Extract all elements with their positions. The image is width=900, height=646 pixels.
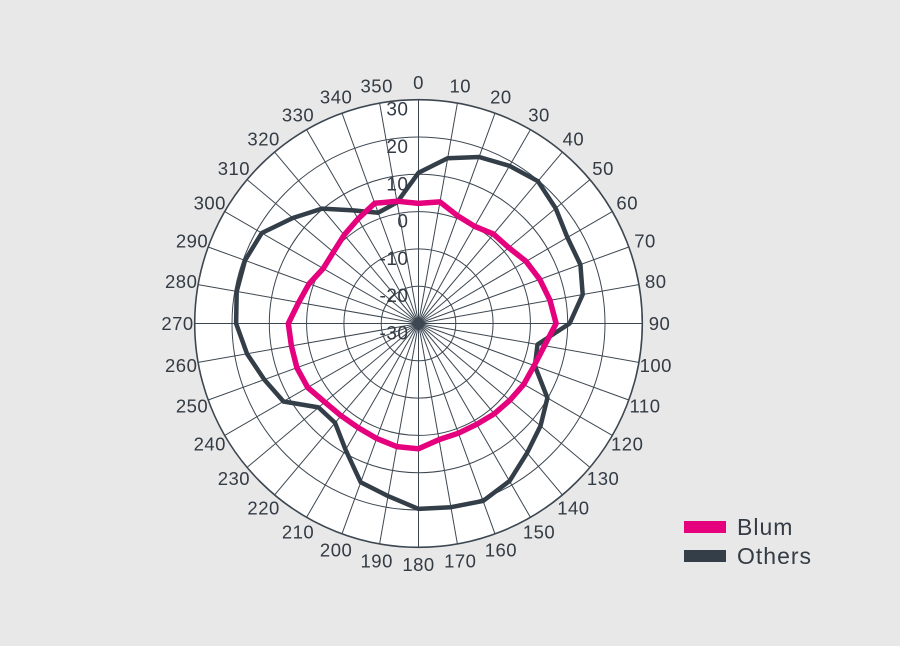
angle-label: 130 — [587, 468, 619, 489]
grid-spoke — [306, 129, 419, 324]
grid-spoke — [418, 323, 613, 436]
grid-spoke — [418, 284, 639, 324]
angle-label: 330 — [282, 104, 314, 125]
angle-label: 250 — [176, 395, 208, 416]
grid-spoke — [418, 323, 563, 496]
angle-label: 270 — [161, 313, 193, 334]
angle-label: 30 — [528, 104, 550, 125]
angle-label: 350 — [361, 76, 393, 97]
angle-label: 170 — [444, 550, 476, 571]
angle-label: 230 — [218, 468, 250, 489]
angle-label: 280 — [165, 271, 197, 292]
grid-spoke — [418, 179, 591, 324]
legend-swatch-blum — [684, 521, 726, 533]
grid-spoke — [418, 103, 458, 324]
angle-label: 20 — [490, 87, 512, 108]
grid-spoke — [341, 323, 419, 534]
grid-spoke — [246, 323, 419, 468]
radial-tick-label: -10 — [380, 249, 409, 270]
grid-spoke — [418, 246, 629, 324]
angle-label: 260 — [165, 355, 197, 376]
grid-spoke — [274, 323, 419, 496]
angle-label: 310 — [218, 158, 250, 179]
grid-spoke — [208, 323, 419, 401]
angle-label: 320 — [247, 128, 279, 149]
angle-label: 200 — [320, 540, 352, 561]
center-hub — [413, 318, 424, 329]
grid-spoke — [379, 103, 419, 324]
radial-tick-label: 30 — [386, 100, 408, 121]
angle-label: 290 — [176, 231, 208, 252]
legend-swatch-others — [684, 550, 726, 562]
angle-label: 220 — [247, 498, 279, 519]
angle-label: 160 — [485, 540, 517, 561]
angle-label: 10 — [450, 76, 472, 97]
angle-label: 240 — [194, 434, 226, 455]
grid-spoke — [418, 323, 629, 401]
grid-spoke — [418, 323, 531, 518]
angle-label: 40 — [563, 128, 585, 149]
angle-label: 150 — [523, 522, 555, 543]
legend-label-blum: Blum — [737, 514, 794, 540]
grid-spoke — [224, 323, 419, 436]
angle-label: 0 — [413, 72, 424, 93]
legend-item-blum: Blum — [684, 514, 812, 540]
angle-label: 210 — [282, 522, 314, 543]
angle-label: 110 — [630, 395, 661, 416]
angle-label: 300 — [194, 193, 226, 214]
grid-spoke — [274, 151, 419, 324]
grid-spoke — [198, 323, 419, 363]
radial-tick-label: 0 — [397, 212, 408, 233]
radial-tick-label: -30 — [380, 324, 409, 345]
angle-label: 70 — [634, 231, 656, 252]
grid-spoke — [418, 211, 613, 324]
grid-spoke — [418, 323, 591, 468]
angle-label: 80 — [645, 271, 667, 292]
grid-spoke — [306, 323, 419, 518]
grid-spoke — [341, 113, 419, 324]
radial-tick-label: 10 — [386, 174, 408, 195]
radial-tick-label: -20 — [380, 286, 409, 307]
legend: Blum Others — [684, 516, 812, 574]
angle-label: 60 — [616, 193, 638, 214]
angle-label: 100 — [640, 355, 672, 376]
radial-tick-label: 20 — [386, 137, 408, 158]
angle-label: 140 — [557, 498, 589, 519]
legend-item-others: Others — [684, 543, 813, 569]
grid-spoke — [379, 323, 419, 544]
series-line-others — [233, 154, 585, 512]
series-line-blum — [285, 198, 559, 452]
angle-label: 190 — [361, 550, 393, 571]
angle-label: 180 — [402, 554, 434, 575]
grid-spoke — [418, 323, 639, 363]
legend-label-others: Others — [737, 543, 813, 569]
angle-label: 90 — [649, 313, 671, 334]
angle-label: 120 — [611, 434, 643, 455]
angle-label: 340 — [320, 87, 352, 108]
angle-label: 50 — [592, 158, 614, 179]
